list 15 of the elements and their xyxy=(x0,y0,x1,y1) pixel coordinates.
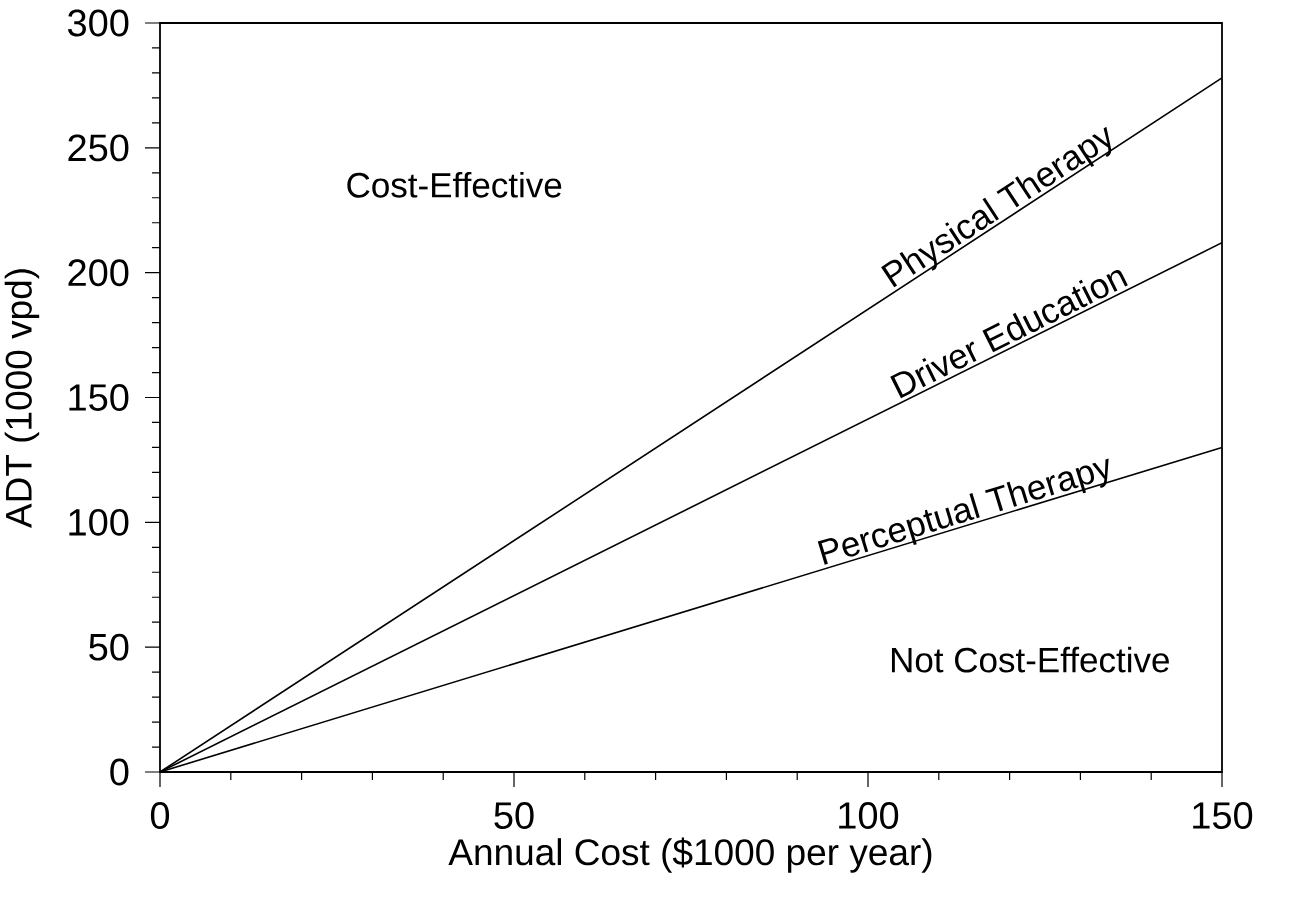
x-tick-label: 150 xyxy=(1193,802,1253,829)
x-tick-label: 100 xyxy=(839,802,899,829)
y-tick-label: 100 xyxy=(69,508,129,536)
y-axis-title: ADT (1000 vpd) xyxy=(4,269,40,529)
x-tick-label: 50 xyxy=(494,802,534,829)
annotation: Not Cost-Effective xyxy=(891,646,1169,673)
y-tick-label: 250 xyxy=(68,134,129,162)
y-tick-label: 150 xyxy=(69,384,129,411)
x-tick-label: 0 xyxy=(150,802,170,829)
y-tick-label: 50 xyxy=(89,633,129,661)
y-tick-label: 300 xyxy=(67,9,129,37)
y-tick-label: 0 xyxy=(110,758,129,786)
y-tick-label: 200 xyxy=(68,259,129,287)
annotation: Cost-Effective xyxy=(347,171,562,198)
x-axis-title: Annual Cost ($1000 per year) xyxy=(448,837,932,873)
